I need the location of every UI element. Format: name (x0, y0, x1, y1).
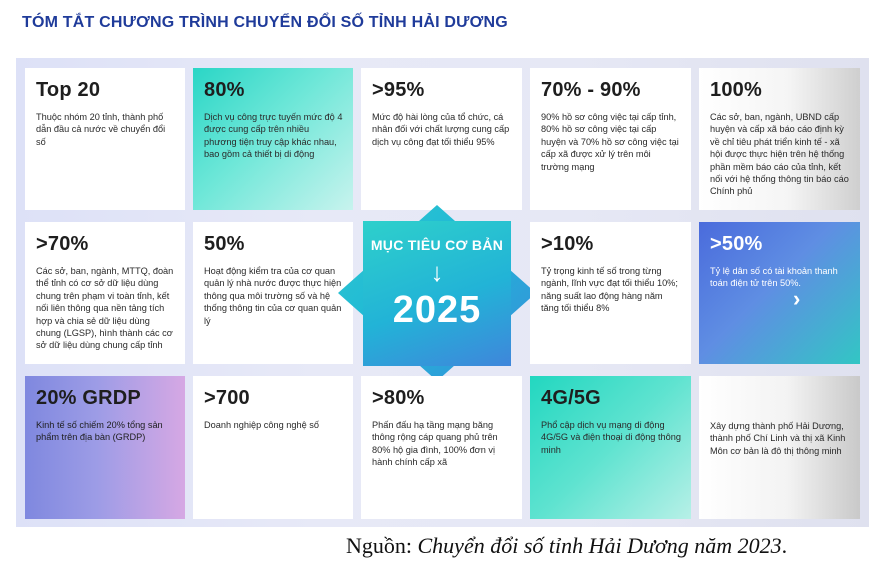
card-value: >10% (541, 233, 594, 255)
card-80-broadband: >80% Phấn đấu hạ tầng mạng băng thông rộ… (361, 376, 522, 519)
card-text: Hoạt động kiểm tra của cơ quan quản lý n… (204, 266, 342, 326)
card-text: Doanh nghiệp công nghệ số (204, 420, 319, 430)
card-80-online-services: 80% Dịch vụ công trực tuyến mức độ 4 đượ… (193, 68, 353, 210)
card-text: Phấn đấu hạ tầng mạng băng thông rộng cá… (372, 420, 498, 468)
card-text: Các sở, ban, ngành, MTTQ, đoàn thể tỉnh … (36, 266, 174, 351)
card-value: 80% (204, 79, 245, 101)
source-suffix: . (781, 533, 788, 558)
source-prefix: Nguồn: (346, 533, 418, 558)
goal-box: MỤC TIÊU CƠ BẢN ↓ 2025 (363, 221, 511, 366)
card-95-satisfaction: >95% Mức độ hài lòng của tổ chức, cá nhâ… (361, 68, 522, 210)
card-text: Kinh tế số chiếm 20% tổng sản phẩm trên … (36, 420, 163, 443)
card-text: Phổ cập dịch vụ mạng di động 4G/5G và đi… (541, 420, 681, 455)
card-70-90-records: 70% - 90% 90% hồ sơ công việc tại cấp tỉ… (530, 68, 691, 210)
card-value: >95% (372, 79, 425, 101)
card-value: 70% - 90% (541, 79, 641, 101)
source-caption: Nguồn: Chuyển đổi số tỉnh Hải Dương năm … (346, 533, 787, 559)
arrow-down-icon: ↓ (430, 257, 444, 287)
card-70-shared-data: >70% Các sở, ban, ngành, MTTQ, đoàn thể … (25, 222, 185, 364)
card-text: Các sở, ban, ngành, UBND cấp huyện và cấ… (710, 112, 849, 197)
card-value: Top 20 (36, 79, 101, 101)
page-title: TÓM TẮT CHƯƠNG TRÌNH CHUYỂN ĐỔI SỐ TỈNH … (22, 14, 508, 31)
card-text: Tỷ trọng kinh tế số trong từng ngành, lĩ… (541, 266, 678, 314)
card-text: Thuộc nhóm 20 tỉnh, thành phố dẫn đầu cả… (36, 112, 166, 147)
card-value: >80% (372, 387, 425, 409)
card-smart-city: Xây dựng thành phố Hải Dương, thành phố … (699, 376, 860, 519)
card-50-e-payment: >50% Tỷ lệ dân số có tài khoản thanh toá… (699, 222, 860, 364)
card-text: 90% hồ sơ công việc tại cấp tỉnh, 80% hồ… (541, 112, 679, 172)
card-text: Tỷ lệ dân số có tài khoản thanh toán điệ… (710, 266, 838, 289)
goal-year: 2025 (392, 289, 482, 331)
card-4g5g: 4G/5G Phổ cập dịch vụ mạng di động 4G/5G… (530, 376, 691, 519)
card-50-inspection: 50% Hoạt động kiểm tra của cơ quan quản … (193, 222, 353, 364)
card-value: 50% (204, 233, 245, 255)
goal-label: MỤC TIÊU CƠ BẢN (370, 237, 504, 253)
card-value: >700 (204, 387, 250, 409)
chevron-right-icon: › (793, 286, 801, 311)
card-value: >50% (710, 233, 763, 255)
card-value: 4G/5G (541, 387, 601, 409)
card-top20: Top 20 Thuộc nhóm 20 tỉnh, thành phố dẫn… (25, 68, 185, 210)
card-value: 100% (710, 79, 762, 101)
center-goal: MỤC TIÊU CƠ BẢN ↓ 2025 (338, 205, 536, 381)
card-value (710, 387, 850, 411)
card-100-reporting: 100% Các sở, ban, ngành, UBND cấp huyện … (699, 68, 860, 210)
card-text: Mức độ hài lòng của tổ chức, cá nhân đối… (372, 112, 510, 147)
card-10-digital-economy: >10% Tỷ trọng kinh tế số trong từng ngàn… (530, 222, 691, 364)
card-700-tech-businesses: >700 Doanh nghiệp công nghệ số (193, 376, 353, 519)
card-text: Dịch vụ công trực tuyến mức độ 4 được cu… (204, 112, 343, 160)
card-value: 20% GRDP (36, 387, 141, 409)
source-title: Chuyển đổi số tỉnh Hải Dương năm 2023 (417, 533, 782, 558)
card-value: >70% (36, 233, 89, 255)
card-20-grdp: 20% GRDP Kinh tế số chiếm 20% tổng sản p… (25, 376, 185, 519)
card-text: Xây dựng thành phố Hải Dương, thành phố … (710, 421, 846, 456)
